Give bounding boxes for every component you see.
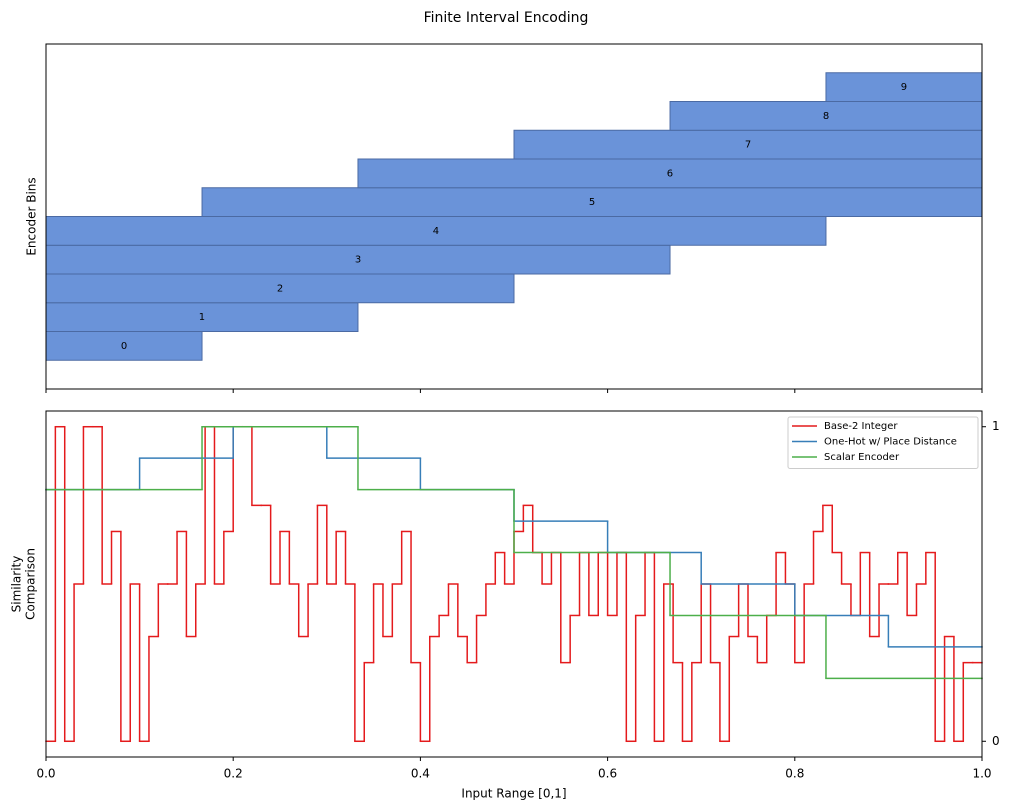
x-tick-label: 0.4	[411, 767, 430, 781]
bin-label: 3	[355, 255, 361, 266]
legend-box	[787, 416, 979, 469]
legend-label: One-Hot w/ Place Distance	[824, 437, 957, 448]
bin-bar	[201, 187, 983, 217]
axes-frame	[45, 43, 983, 390]
y-tick-label: 0	[992, 734, 1000, 748]
bin-bar	[45, 216, 827, 246]
y-tick-label: 1	[992, 419, 1000, 433]
bin-label: 9	[901, 82, 907, 93]
bin-label: 6	[667, 168, 673, 179]
bin-label: 2	[277, 283, 283, 294]
x-tick-label: 0.0	[36, 767, 55, 781]
x-tick-label: 0.8	[785, 767, 804, 781]
figure-title: Finite Interval Encoding	[424, 10, 589, 26]
bin-label: 7	[745, 140, 751, 151]
axes-frame	[45, 410, 983, 758]
y-axis-label: Encoder Bins	[25, 177, 39, 255]
bin-bar	[669, 101, 983, 131]
legend-label: Base-2 Integer	[824, 421, 898, 432]
x-tick-label: 0.6	[598, 767, 617, 781]
bin-label: 0	[121, 341, 127, 352]
bin-bar	[45, 331, 203, 361]
bin-label: 5	[589, 197, 595, 208]
bin-bar	[45, 244, 671, 275]
x-tick-label: 1.0	[972, 767, 991, 781]
bin-label: 8	[823, 111, 829, 122]
y-axis-label: Similarity	[10, 556, 24, 613]
bin-bar	[45, 302, 359, 332]
x-tick-label: 0.2	[224, 767, 243, 781]
y-axis-label: Comparison	[24, 548, 38, 620]
bin-bar	[357, 158, 983, 189]
bin-bar	[513, 129, 983, 160]
bin-label: 1	[199, 312, 205, 323]
bin-label: 4	[433, 226, 439, 237]
x-axis-label: Input Range [0,1]	[461, 787, 566, 801]
legend-label: Scalar Encoder	[824, 452, 900, 463]
bin-bar	[825, 72, 983, 102]
